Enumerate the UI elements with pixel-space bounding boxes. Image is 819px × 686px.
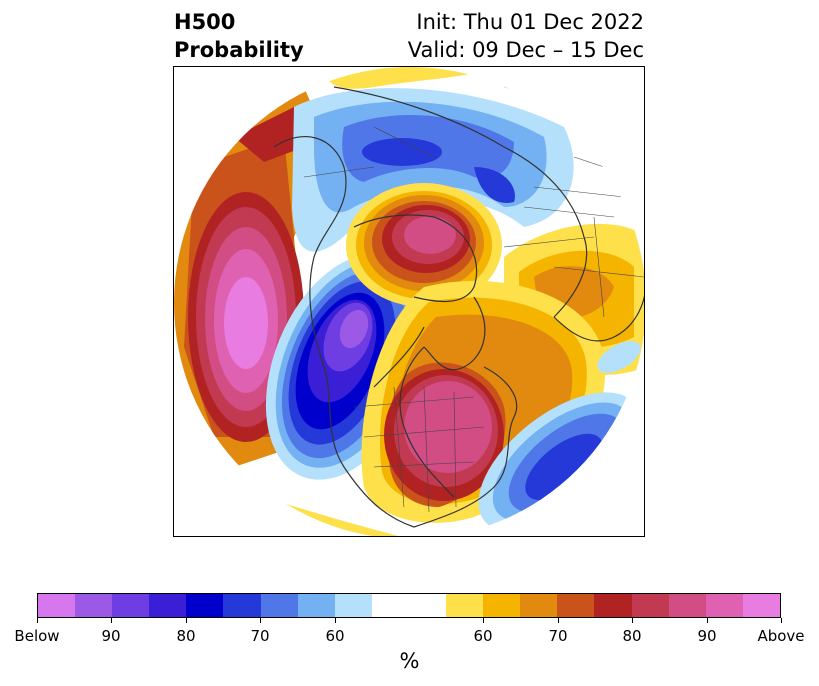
map-canvas xyxy=(174,67,644,536)
colorbar-segment xyxy=(594,594,632,617)
colorbar-segment xyxy=(371,594,409,617)
colorbar-tick-label: Below xyxy=(14,627,60,645)
valid-date-range: Valid: 09 Dec – 15 Dec xyxy=(407,38,644,62)
colorbar-tick-mark xyxy=(707,618,708,623)
colorbar-tick-label: 90 xyxy=(101,627,121,645)
colorbar-segment xyxy=(483,594,521,617)
colorbar-segment xyxy=(557,594,595,617)
colorbar-segment xyxy=(260,594,298,617)
colorbar-segment xyxy=(705,594,743,617)
colorbar-segment xyxy=(223,594,261,617)
title-line-2: Probability xyxy=(174,38,304,62)
colorbar-segment xyxy=(149,594,187,617)
colorbar-segment xyxy=(520,594,558,617)
map-title: H500 Probability xyxy=(174,8,304,64)
colorbar-tick-mark xyxy=(37,618,38,623)
colorbar-tick-label: 60 xyxy=(325,627,345,645)
colorbar-segment xyxy=(112,594,150,617)
colorbar-segment xyxy=(408,594,447,617)
init-date: Init: Thu 01 Dec 2022 xyxy=(416,10,644,34)
colorbar-segment xyxy=(297,594,335,617)
colorbar-tick-label: Above xyxy=(757,627,805,645)
colorbar-tick-label: 80 xyxy=(176,627,196,645)
colorbar-segment xyxy=(668,594,706,617)
title-line-1: H500 xyxy=(174,10,236,34)
colorbar-tick-label: 60 xyxy=(473,627,493,645)
colorbar-segment xyxy=(75,594,113,617)
colorbar-segment xyxy=(38,594,76,617)
colorbar xyxy=(37,593,781,618)
colorbar-segment xyxy=(631,594,669,617)
colorbar-tick-mark xyxy=(632,618,633,623)
colorbar-tick-label: 90 xyxy=(697,627,717,645)
colorbar-tick-label: 70 xyxy=(250,627,270,645)
colorbar-segment xyxy=(446,594,484,617)
greenland-high-anomaly xyxy=(346,183,502,307)
political-borders xyxy=(303,126,644,513)
colorbar-segment xyxy=(186,594,224,617)
colorbar-tick-mark xyxy=(781,618,782,623)
colorbar-tick-label: 70 xyxy=(548,627,568,645)
colorbar-tick-mark xyxy=(483,618,484,623)
colorbar-tick-mark xyxy=(558,618,559,623)
colorbar-unit-label: % xyxy=(399,649,420,673)
colorbar-tick-mark xyxy=(111,618,112,623)
forecast-dates: Init: Thu 01 Dec 2022 Valid: 09 Dec – 15… xyxy=(408,8,644,64)
probability-map xyxy=(173,66,645,537)
western-atlantic-low-anomaly xyxy=(478,341,641,532)
colorbar-tick-label: 80 xyxy=(622,627,642,645)
colorbar-tick-mark xyxy=(260,618,261,623)
coastlines xyxy=(273,86,644,528)
colorbar-segment xyxy=(334,594,372,617)
anomaly-field xyxy=(174,67,644,536)
colorbar-tick-mark xyxy=(335,618,336,623)
colorbar-tick-mark xyxy=(186,618,187,623)
colorbar-segment xyxy=(742,594,780,617)
